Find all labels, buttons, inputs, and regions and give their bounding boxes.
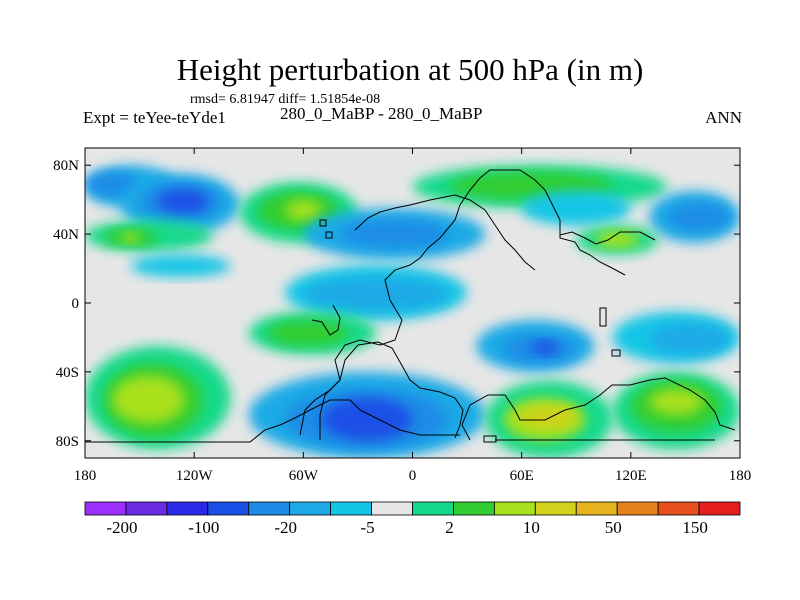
contour-region-indian-low-deep bbox=[530, 340, 559, 355]
coastline-africa bbox=[299, 341, 464, 439]
stats-label: rmsd= 6.81947 diff= 1.51854e-08 bbox=[190, 92, 381, 107]
subtitle-label: 280_0_MaBP - 280_0_MaBP bbox=[280, 104, 483, 123]
coastline-asia-detail bbox=[559, 231, 656, 245]
colorbar-label-5: 10 bbox=[523, 518, 540, 537]
coastline-islands bbox=[319, 219, 621, 443]
colorbar-swatch-3 bbox=[207, 501, 250, 516]
colorbar-swatch-1 bbox=[125, 501, 168, 516]
coastline-south-america bbox=[461, 377, 736, 441]
colorbar-swatch-2 bbox=[166, 501, 209, 516]
contour-region-tropical-cyan-core bbox=[303, 277, 449, 312]
contour-region-asia-green-core bbox=[594, 230, 640, 248]
colorbar-swatch-9 bbox=[453, 501, 495, 516]
colorbar-swatch-10 bbox=[493, 501, 536, 516]
colorbar-label-7: 150 bbox=[682, 518, 708, 537]
y-tick-label-4: 80S bbox=[56, 434, 79, 450]
contour-region-aus-high-core bbox=[649, 389, 704, 415]
contour-region-sh-mid-green-core bbox=[266, 320, 349, 347]
colorbar-swatch-14 bbox=[657, 501, 700, 516]
colorbar-swatch-15 bbox=[698, 501, 741, 516]
coastline-antarctica bbox=[85, 399, 715, 443]
x-tick-label-2: 60W bbox=[289, 468, 319, 484]
colorbar-swatch-4 bbox=[248, 501, 291, 516]
colorbar-swatch-6 bbox=[330, 501, 372, 516]
x-tick-label-0: 180 bbox=[74, 468, 97, 484]
colorbar-swatch-8 bbox=[412, 501, 454, 516]
colorbar-label-2: -20 bbox=[274, 518, 297, 537]
contour-region-np-cyan-strip bbox=[130, 254, 231, 278]
y-tick-label-0: 80N bbox=[53, 158, 79, 174]
experiment-label: Expt = teYee-teYde1 bbox=[83, 108, 226, 127]
x-tick-label-5: 120E bbox=[615, 468, 647, 484]
colorbar-swatch-12 bbox=[575, 501, 618, 516]
coastline-mid-detail bbox=[311, 304, 341, 336]
colorbar-label-3: -5 bbox=[360, 518, 374, 537]
contour-region-np-green-band-core bbox=[121, 232, 140, 243]
colorbar-label-1: -100 bbox=[188, 518, 219, 537]
y-tick-label-2: 0 bbox=[72, 296, 80, 312]
x-tick-label-1: 120W bbox=[176, 468, 214, 484]
y-tick-label-3: 40S bbox=[56, 365, 79, 381]
contour-region-north-pacific-low-core bbox=[157, 189, 209, 214]
contour-region-siberia-cyan bbox=[521, 191, 631, 226]
colorbar-swatch-11 bbox=[534, 501, 577, 516]
contour-region-sh-pacific-high-core bbox=[112, 375, 186, 424]
colorbar-label-6: 50 bbox=[605, 518, 622, 537]
page-title: Height perturbation at 500 hPa (in m) bbox=[176, 52, 644, 87]
contour-region-npac-east-blue-core bbox=[667, 203, 731, 231]
contour-region-sh-atlantic-low-core bbox=[321, 397, 413, 441]
colorbar-label-0: -200 bbox=[106, 518, 137, 537]
colorbar-swatch-0 bbox=[84, 501, 127, 516]
colorbar-swatch-5 bbox=[289, 501, 332, 516]
x-tick-label-6: 180 bbox=[729, 468, 752, 484]
colorbar-label-4: 2 bbox=[445, 518, 454, 537]
colorbar-swatch-7 bbox=[371, 501, 413, 516]
season-label: ANN bbox=[705, 108, 742, 127]
contour-region-np-west-positive-core bbox=[85, 172, 140, 197]
x-tick-label-3: 0 bbox=[409, 468, 417, 484]
x-tick-label-4: 60E bbox=[510, 468, 534, 484]
contour-region-atlantic-blue bbox=[339, 220, 449, 248]
coastline-north-america bbox=[319, 169, 626, 440]
coastline-eurasia-arc bbox=[354, 194, 536, 271]
colorbar-swatch-13 bbox=[616, 501, 659, 516]
contour-region-na-high-core bbox=[285, 199, 322, 221]
y-tick-label-1: 40N bbox=[53, 227, 79, 243]
contour-region-aus-cyan-core bbox=[649, 323, 731, 355]
